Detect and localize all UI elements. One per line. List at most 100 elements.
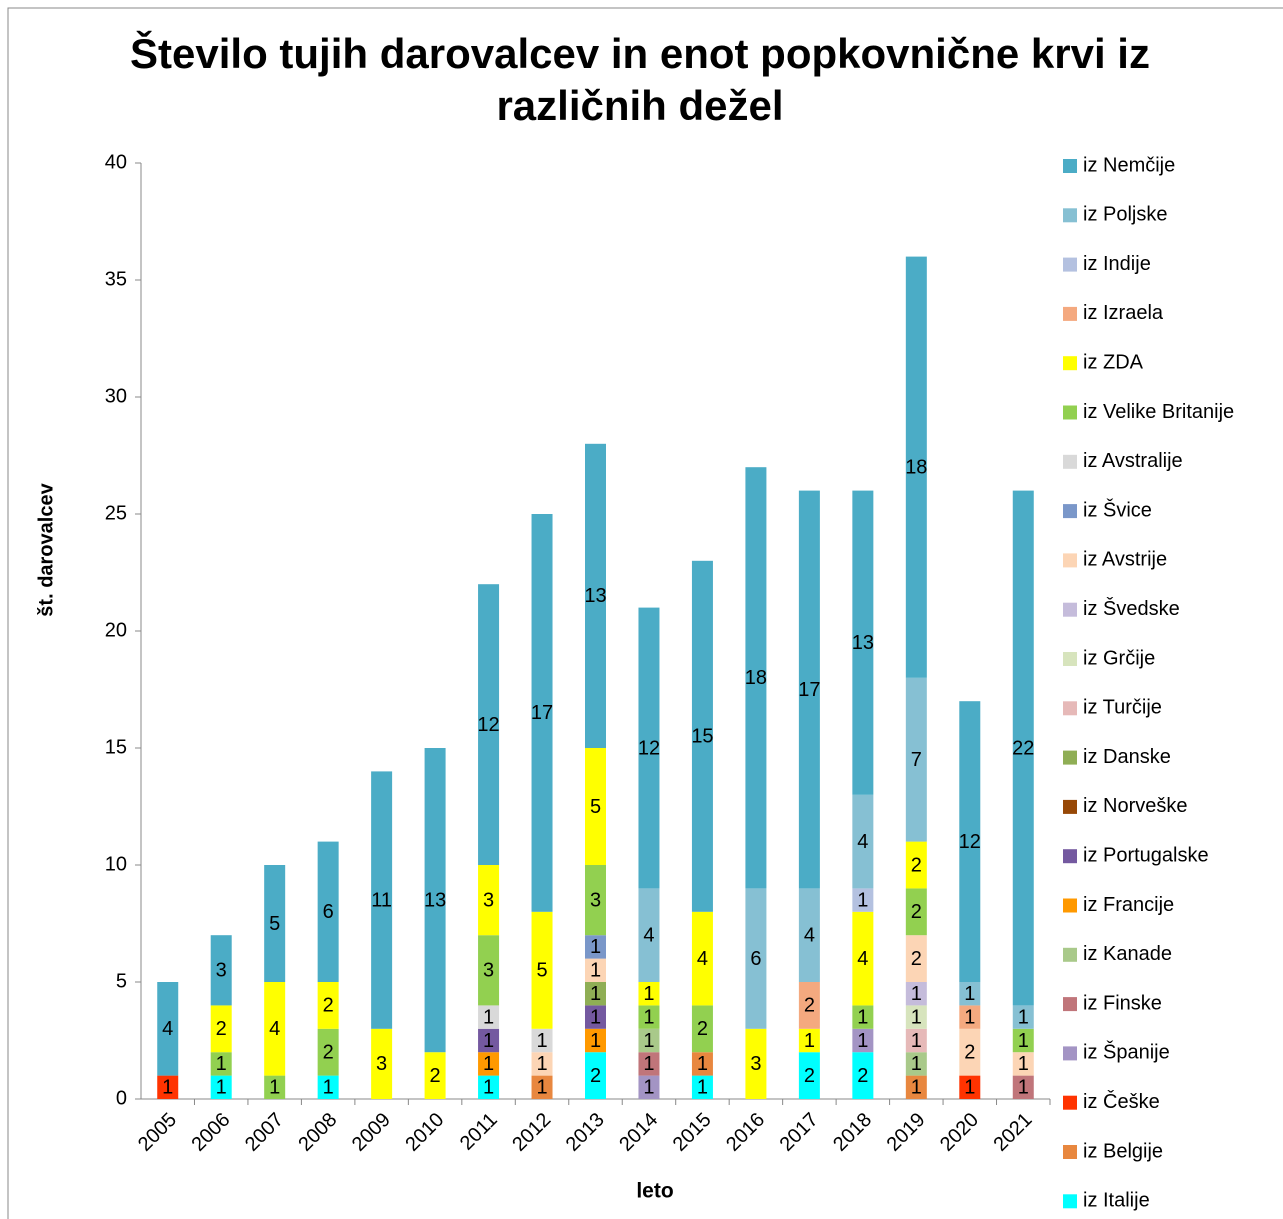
- bar-segment: [585, 1052, 606, 1099]
- legend-swatch: [1063, 504, 1077, 519]
- bar-segment: [478, 1075, 500, 1099]
- bar-segment: [905, 1052, 927, 1076]
- data-label: 2: [430, 1065, 441, 1087]
- bar-segment: [1012, 1005, 1034, 1029]
- data-label: 3: [483, 960, 494, 982]
- legend-label: iz Finske: [1083, 992, 1162, 1014]
- bar-segment: [745, 467, 767, 889]
- bar-segment: [905, 256, 927, 678]
- legend-swatch: [1063, 701, 1077, 716]
- x-tick-label: 2015: [669, 1109, 716, 1156]
- bar-segment: [210, 1075, 232, 1099]
- x-tick-label: 2011: [456, 1109, 502, 1155]
- bar-segment: [852, 911, 874, 1006]
- bar-segment: [638, 888, 660, 982]
- bar-segment: [424, 1052, 446, 1099]
- y-tick-label: 20: [105, 619, 127, 641]
- data-label: 1: [911, 1077, 922, 1099]
- bar-segment: [1012, 490, 1034, 1006]
- legend-label: iz ZDA: [1083, 351, 1144, 373]
- legend-label: iz Turčije: [1083, 697, 1162, 719]
- legend-swatch: [1063, 997, 1077, 1012]
- bar-segment: [638, 607, 660, 889]
- legend-swatch: [1063, 799, 1077, 814]
- bar-segment: [210, 1005, 232, 1053]
- bar-segment: [585, 1005, 606, 1029]
- legend-label: iz Poljske: [1083, 204, 1167, 226]
- bar-segment: [1012, 1075, 1034, 1099]
- data-label: 2: [911, 901, 922, 923]
- data-label: 22: [1012, 737, 1034, 759]
- data-label: 4: [857, 831, 868, 853]
- bar-segment: [905, 982, 927, 1006]
- bar-segment: [959, 1075, 981, 1099]
- y-axis-label: št. darovalcev: [35, 482, 57, 616]
- bar-segment: [478, 584, 500, 865]
- data-label: 3: [590, 889, 601, 911]
- bar-segment: [905, 841, 927, 889]
- data-label: 2: [590, 1065, 601, 1087]
- data-label: 18: [745, 667, 767, 689]
- legend-label: iz Nemčije: [1083, 154, 1175, 176]
- data-label: 6: [750, 948, 761, 970]
- bar-segment: [638, 982, 660, 1006]
- bar-segment: [691, 560, 713, 912]
- bar-segment: [798, 888, 820, 982]
- bar-segment: [959, 982, 981, 1006]
- data-label: 1: [964, 1006, 975, 1028]
- bar-segment: [371, 1028, 393, 1099]
- bar-segment: [210, 1052, 232, 1076]
- bar-segment: [478, 935, 500, 1006]
- data-label: 12: [477, 714, 499, 736]
- chart-title: Število tujih darovalcev in enot popkovn…: [130, 30, 1150, 129]
- legend-label: iz Kanade: [1083, 943, 1172, 965]
- legend-swatch: [1063, 454, 1077, 469]
- data-label: 1: [323, 1077, 334, 1099]
- legend-swatch: [1063, 1145, 1077, 1159]
- bar-segment: [691, 1005, 713, 1053]
- x-tick-label: 2012: [508, 1109, 555, 1156]
- data-label: 1: [536, 1077, 547, 1099]
- y-tick-label: 10: [105, 853, 127, 875]
- data-label: 1: [964, 1077, 975, 1099]
- data-label: 1: [643, 1006, 654, 1028]
- data-label: 2: [697, 1018, 708, 1040]
- legend-label: iz Francije: [1083, 894, 1174, 916]
- legend-swatch: [1063, 257, 1077, 272]
- data-label: 4: [269, 1018, 280, 1040]
- data-label: 7: [911, 749, 922, 771]
- bar-segment: [691, 1075, 713, 1099]
- data-label: 1: [857, 889, 868, 911]
- y-tick-label: 40: [105, 151, 127, 173]
- bar-segment: [478, 865, 500, 936]
- x-tick-label: 2021: [990, 1109, 1037, 1156]
- legend-swatch: [1063, 652, 1077, 666]
- bar-segment: [852, 1052, 874, 1099]
- bar-segment: [585, 865, 606, 936]
- bar-segment: [905, 677, 927, 842]
- data-label: 18: [905, 456, 927, 478]
- data-label: 5: [536, 960, 547, 982]
- data-label: 1: [536, 1030, 547, 1052]
- data-label: 2: [911, 948, 922, 970]
- legend-swatch: [1063, 947, 1077, 962]
- data-label: 3: [376, 1053, 387, 1075]
- data-label: 2: [857, 1065, 868, 1087]
- bar-segment: [585, 748, 606, 865]
- legend-swatch: [1063, 1194, 1077, 1209]
- x-tick-label: 2013: [562, 1109, 609, 1156]
- bar-segment: [531, 1052, 553, 1076]
- legend-swatch: [1063, 898, 1077, 913]
- data-label: 2: [804, 995, 815, 1017]
- bar-segment: [905, 935, 927, 982]
- bar-segment: [905, 1075, 927, 1099]
- data-label: 11: [371, 889, 392, 911]
- bar-segment: [959, 1005, 981, 1029]
- bar-segment: [638, 1052, 660, 1076]
- x-tick-label: 2018: [829, 1109, 876, 1156]
- data-label: 1: [590, 1006, 601, 1028]
- data-label: 1: [590, 983, 601, 1005]
- data-label: 1: [483, 1053, 494, 1075]
- bar-segment: [905, 1028, 927, 1053]
- data-label: 1: [643, 1053, 654, 1075]
